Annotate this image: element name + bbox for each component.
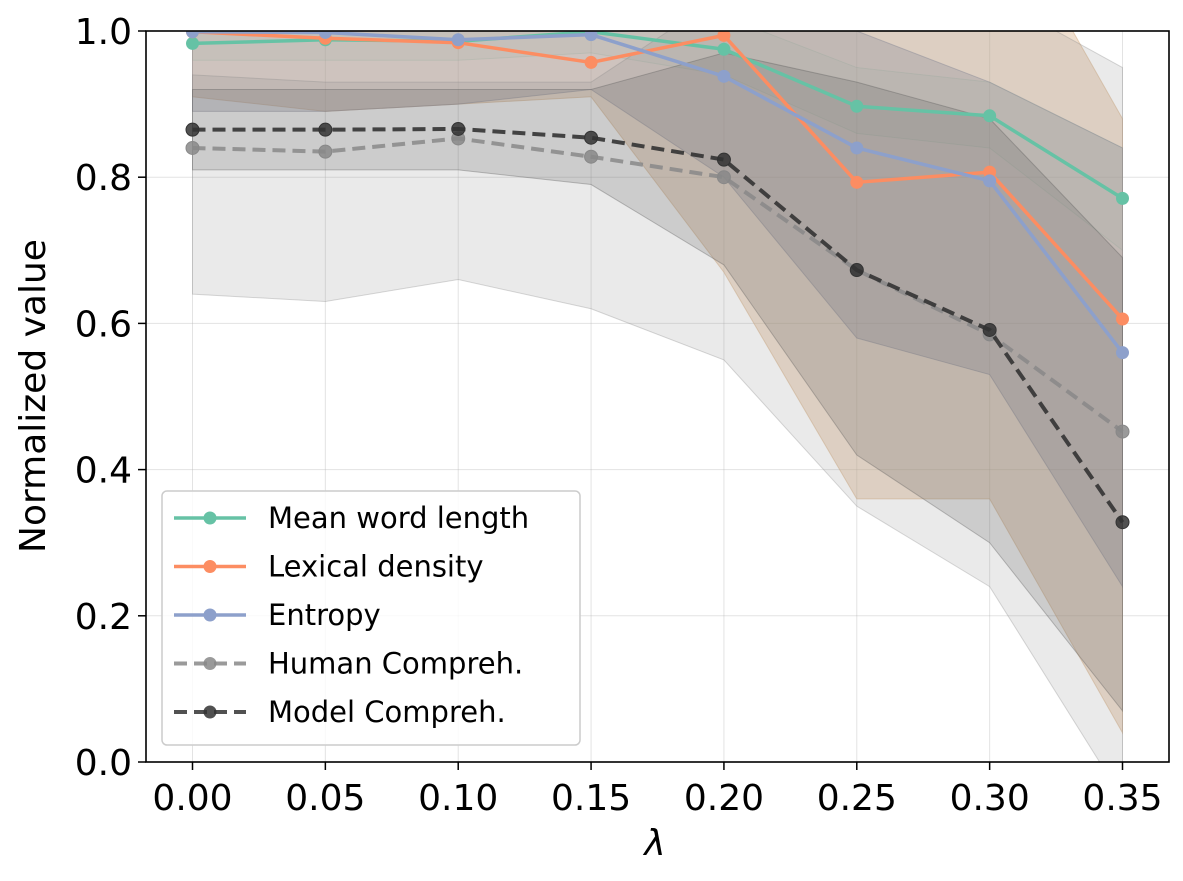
y-tick-label: 0.4: [75, 451, 132, 492]
series-4-point: [584, 130, 599, 145]
series-2-point: [451, 33, 465, 47]
confidence-bands: [192, 31, 1123, 762]
series-1-point: [1116, 312, 1129, 326]
band-2: [192, 31, 1123, 589]
legend-box: [161, 490, 581, 746]
series-line-4: [192, 126, 1125, 524]
series-1-point: [584, 55, 598, 69]
series-3-point: [185, 140, 200, 155]
y-tick-label: 1.0: [75, 12, 132, 53]
legend-marker-3: [203, 657, 217, 670]
x-tick-label: 0.10: [418, 778, 498, 819]
series-3-point: [318, 144, 333, 159]
y-tick-label: 0.0: [75, 743, 132, 784]
y-tick-label: 0.6: [75, 304, 132, 345]
series-line-2: [192, 31, 1124, 354]
legend-marker-1: [203, 560, 217, 573]
legend-marker-4: [203, 705, 217, 719]
band-3: [192, 31, 1123, 762]
legend-label-0: Mean word length: [268, 501, 529, 535]
band-1: [192, 31, 1123, 735]
series-0-point: [717, 42, 731, 56]
legend-marker-2: [203, 608, 217, 622]
y-axis-label: Normalized value: [13, 239, 54, 553]
x-tick-label: 0.30: [950, 778, 1030, 819]
axis-ticks: 0.00 0.05 0.10 0.15 0.20 0.25 0.30 0.35 0.0 0.2 0.…: [75, 12, 1163, 819]
series-0-point: [186, 36, 199, 50]
series-0-point: [983, 109, 997, 123]
series-3-point: [716, 170, 731, 185]
series-2-point: [318, 31, 332, 39]
series-2-point: [1116, 346, 1129, 360]
legend-marker-0: [203, 511, 217, 525]
series-2-point: [584, 31, 598, 42]
series-4-point: [451, 121, 466, 136]
series-4-point: [185, 122, 200, 137]
x-tick-label: 0.20: [684, 778, 764, 819]
legend-label-4: Model Compreh.: [268, 695, 506, 729]
series-0-point: [850, 99, 864, 113]
series-4-point: [982, 322, 997, 337]
series-line-3: [192, 136, 1124, 434]
series-4-point: [1115, 515, 1130, 530]
x-axis-label: λ: [642, 823, 665, 864]
band-4: [192, 52, 1123, 713]
series-2-point: [717, 69, 731, 83]
legend: Mean word length Lexical density Entropy Hu…: [161, 490, 581, 746]
plot-frame: [145, 30, 1170, 763]
y-tick-label: 0.8: [75, 158, 132, 199]
series-2-point: [186, 31, 199, 39]
series-1-point: [717, 31, 731, 42]
series-4-point: [716, 152, 731, 167]
series-4-point: [849, 263, 864, 278]
series-2-point: [850, 141, 864, 155]
legend-label-2: Entropy: [268, 598, 381, 632]
x-tick-label: 0.35: [1082, 778, 1162, 819]
series-lines: [185, 31, 1130, 530]
x-tick-label: 0.25: [817, 778, 897, 819]
x-tick-label: 0.00: [152, 778, 232, 819]
x-tick-label: 0.15: [551, 778, 631, 819]
series-3-point: [1115, 424, 1130, 439]
series-2-point: [983, 174, 997, 188]
series-0-point: [1116, 191, 1129, 205]
y-tick-label: 0.2: [75, 597, 132, 638]
series-4-point: [318, 122, 333, 137]
series-3-point: [584, 149, 599, 164]
legend-label-1: Lexical density: [268, 550, 484, 584]
x-tick-label: 0.05: [285, 778, 365, 819]
legend-label-3: Human Compreh.: [268, 647, 523, 681]
series-1-point: [850, 175, 864, 189]
